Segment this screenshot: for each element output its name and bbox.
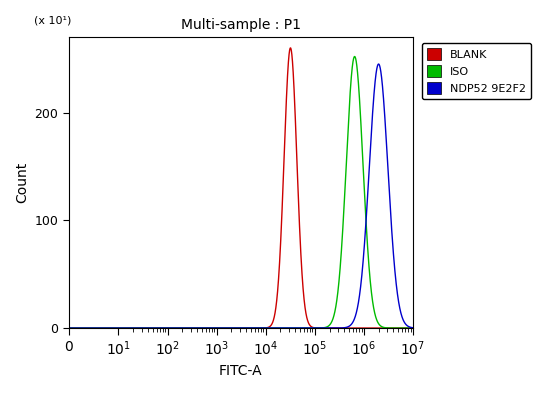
Text: (x 10¹): (x 10¹) [34,15,72,26]
Title: Multi-sample : P1: Multi-sample : P1 [181,18,301,32]
X-axis label: FITC-A: FITC-A [219,364,263,378]
Legend: BLANK, ISO, NDP52 9E2F2: BLANK, ISO, NDP52 9E2F2 [422,43,531,99]
Y-axis label: Count: Count [15,162,29,203]
